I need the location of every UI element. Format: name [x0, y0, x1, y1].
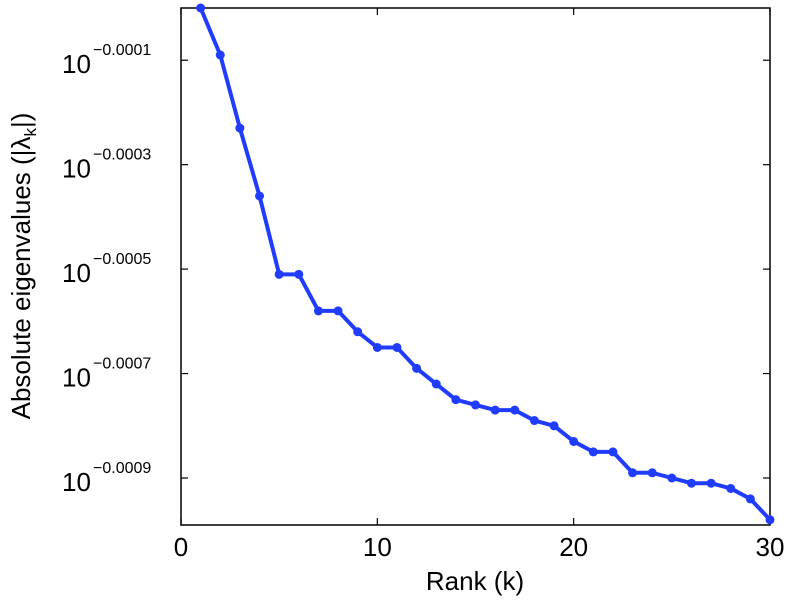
data-point-8	[333, 306, 343, 316]
x-axis-label: Rank (k)	[426, 566, 524, 596]
data-point-9	[353, 327, 363, 337]
y-tick-label-exponent: −0.0009	[93, 460, 151, 477]
data-point-3	[235, 123, 245, 133]
data-point-4	[255, 191, 265, 201]
y-tick-label-base: 10	[62, 258, 91, 288]
y-tick-label-exponent: −0.0007	[93, 356, 151, 373]
data-point-21	[588, 447, 598, 457]
data-point-5	[274, 269, 284, 279]
data-point-24	[647, 468, 657, 478]
y-tick-label-base: 10	[62, 154, 91, 184]
data-point-29	[745, 494, 755, 504]
data-point-15	[471, 400, 480, 410]
data-point-22	[608, 447, 618, 457]
y-axis-label-subscript: k	[21, 128, 40, 137]
data-point-27	[706, 478, 716, 488]
y-tick-label-base: 10	[62, 49, 91, 79]
y-tick-label-exponent: −0.0001	[93, 42, 151, 59]
y-axis-label-main: Absolute eigenvalues (|λ	[6, 137, 36, 420]
x-tick-label: 30	[756, 532, 785, 562]
y-tick-label-exponent: −0.0003	[93, 147, 151, 164]
data-point-17	[510, 405, 520, 415]
x-tick-label: 20	[559, 532, 588, 562]
y-axis-label-end: |)	[6, 113, 36, 128]
x-axis-ticks: 0 10 20 30	[174, 8, 785, 562]
y-tick-label-base: 10	[62, 467, 91, 497]
series-line	[198, 6, 772, 522]
data-point-20	[569, 436, 579, 446]
data-point-25	[667, 473, 677, 483]
data-point-28	[726, 483, 736, 493]
data-point-16	[490, 405, 500, 415]
data-point-14	[451, 395, 461, 405]
data-point-26	[686, 478, 696, 488]
y-tick-label-base: 10	[62, 363, 91, 393]
data-point-23	[628, 468, 638, 478]
data-point-11	[392, 342, 402, 352]
y-axis-label: Absolute eigenvalues (|λk|)	[6, 113, 40, 420]
data-point-13	[431, 379, 441, 389]
data-point-6	[294, 269, 304, 279]
x-tick-label: 10	[363, 532, 392, 562]
data-point-2	[215, 50, 225, 60]
y-tick-label-exponent: −0.0005	[93, 251, 151, 268]
plot-area-frame	[180, 7, 771, 526]
series-layer	[196, 3, 775, 525]
data-point-30	[765, 515, 775, 525]
x-tick-label: 0	[174, 532, 188, 562]
data-point-7	[313, 306, 323, 316]
data-point-18	[529, 416, 539, 426]
data-point-10	[372, 342, 382, 352]
data-point-19	[549, 421, 559, 431]
data-point-1	[196, 3, 206, 13]
data-point-12	[412, 363, 422, 373]
